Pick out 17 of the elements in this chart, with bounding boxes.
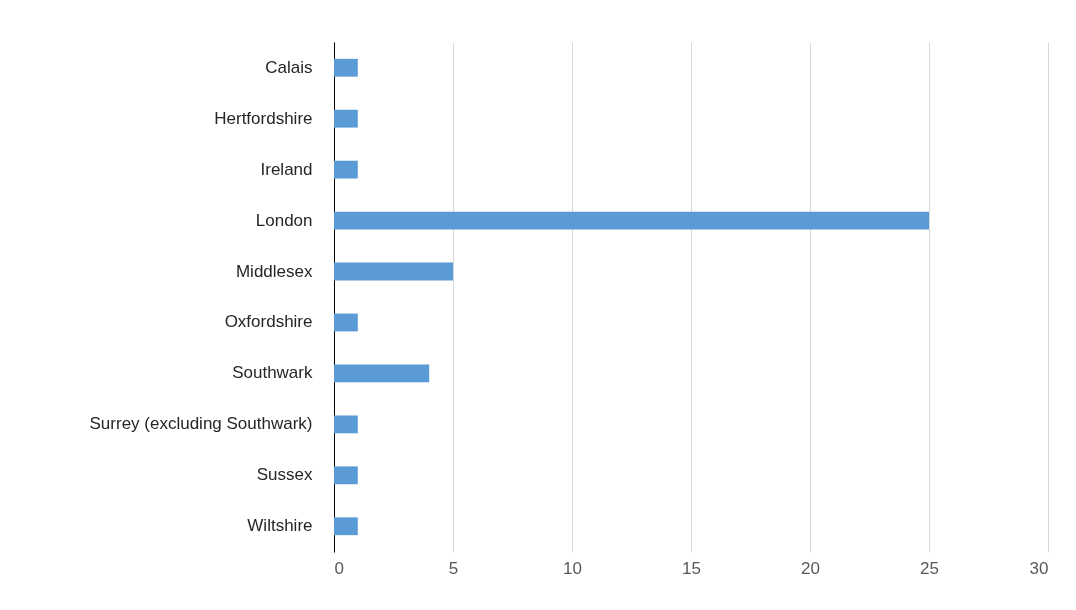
x-tick-label: 20	[801, 558, 820, 578]
y-tick-label: Southwark	[232, 363, 313, 383]
y-tick-label: Calais	[265, 57, 313, 77]
x-tick-label: 10	[563, 558, 582, 578]
x-tick-label: 25	[920, 558, 939, 578]
y-tick-label: Wiltshire	[247, 516, 313, 536]
y-tick-label: Sussex	[256, 465, 313, 485]
x-tick-label: 5	[448, 558, 459, 578]
y-tick-label: Middlesex	[235, 261, 313, 281]
y-tick-label: London	[255, 210, 313, 230]
y-tick-label: Hertfordshire	[214, 108, 313, 128]
x-tick-label: 15	[682, 558, 701, 578]
y-tick-label: Oxfordshire	[224, 312, 313, 332]
y-tick-label: Surrey (excluding Southwark)	[89, 414, 313, 434]
y-tick-label: Ireland	[260, 159, 313, 179]
x-tick-label: 0	[334, 558, 344, 578]
x-tick-label: 30	[1029, 558, 1049, 578]
